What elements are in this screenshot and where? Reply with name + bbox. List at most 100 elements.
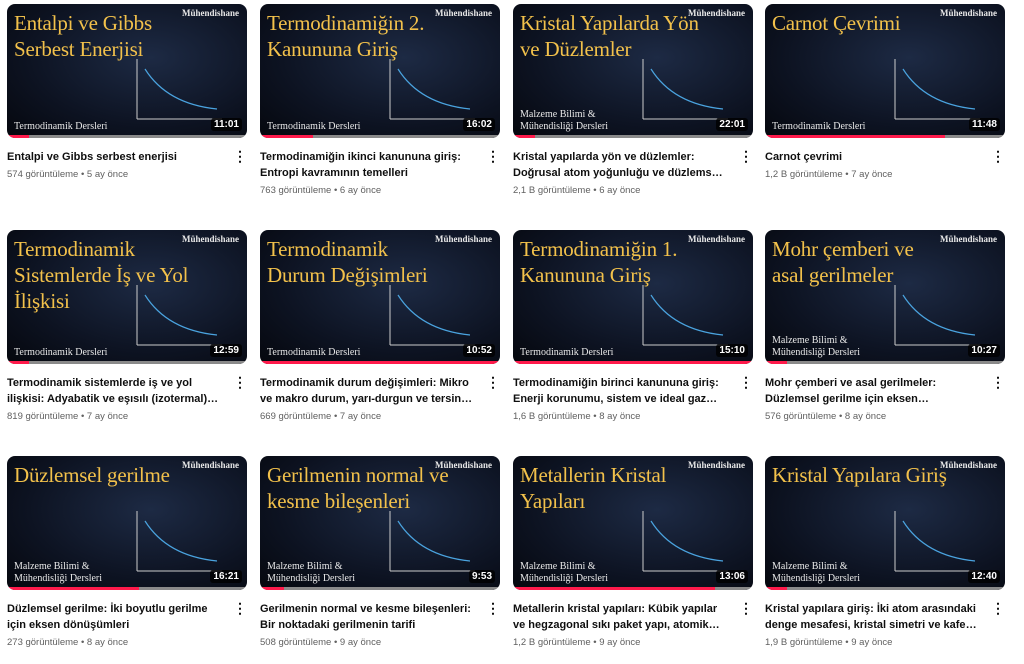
video-card[interactable]: Termodinamik Sistemlerde İş ve Yol İlişk… <box>7 230 247 424</box>
video-thumbnail[interactable]: Termodinamiğin 2. Kanununa Giriş Mühendi… <box>260 4 500 138</box>
series-label: Malzeme Bilimi & Mühendisliği Dersleri <box>520 561 609 584</box>
video-title[interactable]: Gerilmenin normal ve kesme bileşenleri: … <box>260 603 471 631</box>
thumbnail-title: Kristal Yapılarda Yön ve Düzlemler <box>520 11 699 61</box>
video-meta: 2,1 B görüntüleme • 6 ay önce <box>513 185 641 196</box>
more-options-icon[interactable]: ⋮ <box>486 374 500 390</box>
video-title[interactable]: Mohr çemberi ve asal gerilmeler: Düzlems… <box>765 377 937 405</box>
video-card[interactable]: Termodinamik Durum Değişimleri Mühendish… <box>260 230 500 424</box>
video-thumbnail[interactable]: Mohr çemberi ve asal gerilmeler Mühendis… <box>765 230 1005 364</box>
video-title[interactable]: Düzlemsel gerilme: İki boyutlu gerilme i… <box>7 603 208 631</box>
upload-age: 6 ay önce <box>339 185 382 196</box>
upload-age: 8 ay önce <box>86 637 129 648</box>
upload-age: 6 ay önce <box>599 185 641 196</box>
video-info: Gerilmenin normal ve kesme bileşenleri: … <box>260 590 500 650</box>
video-card[interactable]: Metallerin Kristal Yapıları Mühendishane… <box>513 456 753 650</box>
video-thumbnail[interactable]: Düzlemsel gerilme Mühendishane Malzeme B… <box>7 456 247 590</box>
video-card[interactable]: Kristal Yapılarda Yön ve Düzlemler Mühen… <box>513 4 753 198</box>
more-options-icon[interactable]: ⋮ <box>739 148 753 164</box>
series-label: Termodinamik Dersleri <box>267 347 361 358</box>
watch-progress-fill <box>513 361 753 364</box>
watch-progress-fill <box>765 587 787 590</box>
video-card[interactable]: Carnot Çevrimi Mühendishane Termodinamik… <box>765 4 1005 182</box>
diagram-illustration <box>894 59 980 120</box>
video-card[interactable]: Gerilmenin normal ve kesme bileşenleri M… <box>260 456 500 650</box>
view-count: 1,6 B görüntüleme <box>513 411 591 422</box>
diagram-illustration <box>642 511 728 572</box>
video-title[interactable]: Termodinamiğin birinci kanununa giriş: E… <box>513 377 719 405</box>
diagram-illustration <box>136 59 222 120</box>
more-options-icon[interactable]: ⋮ <box>486 148 500 164</box>
more-options-icon[interactable]: ⋮ <box>991 148 1005 164</box>
video-meta: 1,2 B görüntüleme • 9 ay önce <box>513 637 641 648</box>
video-thumbnail[interactable]: Kristal Yapılara Giriş Mühendishane Malz… <box>765 456 1005 590</box>
thumbnail-title: Carnot Çevrimi <box>772 11 901 35</box>
diagram-illustration <box>389 511 475 572</box>
video-info: Termodinamik sistemlerde iş ve yol ilişk… <box>7 364 247 424</box>
watch-progress-bar <box>765 587 1005 590</box>
diagram-illustration <box>136 285 222 346</box>
thumbnail-title: Düzlemsel gerilme <box>14 463 170 487</box>
series-label: Termodinamik Dersleri <box>267 121 361 132</box>
video-thumbnail[interactable]: Entalpi ve Gibbs Serbest Enerjisi Mühend… <box>7 4 247 138</box>
thumbnail-title: Kristal Yapılara Giriş <box>772 463 947 487</box>
diagram-illustration <box>642 59 728 120</box>
more-options-icon[interactable]: ⋮ <box>991 374 1005 390</box>
series-label: Malzeme Bilimi & Mühendisliği Dersleri <box>267 561 356 584</box>
video-card[interactable]: Mohr çemberi ve asal gerilmeler Mühendis… <box>765 230 1005 424</box>
diagram-illustration <box>894 285 980 346</box>
view-count: 574 görüntüleme <box>7 169 79 180</box>
channel-watermark: Mühendishane <box>939 8 997 18</box>
more-options-icon[interactable]: ⋮ <box>233 600 247 616</box>
watch-progress-bar <box>260 361 500 364</box>
video-thumbnail[interactable]: Kristal Yapılarda Yön ve Düzlemler Mühen… <box>513 4 753 138</box>
watch-progress-fill <box>7 361 29 364</box>
video-title[interactable]: Carnot çevrimi <box>765 151 843 163</box>
view-count: 763 görüntüleme <box>260 185 332 196</box>
video-title[interactable]: Kristal yapılarda yön ve düzlemler: Doğr… <box>513 151 721 179</box>
video-title[interactable]: Metallerin kristal yapıları: Kübik yapıl… <box>513 603 718 631</box>
video-title[interactable]: Termodinamik durum değişimleri: Mikro ve… <box>260 377 469 405</box>
video-thumbnail[interactable]: Termodinamik Durum Değişimleri Mühendish… <box>260 230 500 364</box>
video-card[interactable]: Termodinamiğin 2. Kanununa Giriş Mühendi… <box>260 4 500 198</box>
thumbnail-title: Termodinamiğin 1. Kanununa Giriş <box>520 237 678 287</box>
video-thumbnail[interactable]: Termodinamik Sistemlerde İş ve Yol İlişk… <box>7 230 247 364</box>
video-title[interactable]: Kristal yapılara giriş: İki atom arasınd… <box>765 603 976 631</box>
more-options-icon[interactable]: ⋮ <box>486 600 500 616</box>
more-options-icon[interactable]: ⋮ <box>991 600 1005 616</box>
channel-watermark: Mühendishane <box>434 234 492 244</box>
channel-watermark: Mühendishane <box>181 8 239 18</box>
thumbnail-title: Mohr çemberi ve asal gerilmeler <box>772 237 914 287</box>
video-info: Carnot çevrimi 1,2 B görüntüleme • 7 ay … <box>765 138 1005 182</box>
watch-progress-bar <box>260 135 500 138</box>
view-count: 1,9 B görüntüleme <box>765 637 843 648</box>
video-thumbnail[interactable]: Metallerin Kristal Yapıları Mühendishane… <box>513 456 753 590</box>
video-title[interactable]: Termodinamiğin ikinci kanununa giriş: En… <box>260 151 461 179</box>
video-meta: 576 görüntüleme • 8 ay önce <box>765 411 887 422</box>
channel-watermark: Mühendishane <box>181 460 239 470</box>
series-label: Malzeme Bilimi & Mühendisliği Dersleri <box>520 109 609 132</box>
more-options-icon[interactable]: ⋮ <box>739 374 753 390</box>
more-options-icon[interactable]: ⋮ <box>739 600 753 616</box>
video-thumbnail[interactable]: Carnot Çevrimi Mühendishane Termodinamik… <box>765 4 1005 138</box>
duration-badge: 10:52 <box>463 344 495 357</box>
duration-badge: 10:27 <box>968 344 1000 357</box>
duration-badge: 16:02 <box>463 118 495 131</box>
thumbnail-title: Metallerin Kristal Yapıları <box>520 463 667 513</box>
series-label: Malzeme Bilimi & Mühendisliği Dersleri <box>772 561 861 584</box>
watch-progress-bar <box>7 361 247 364</box>
video-title[interactable]: Entalpi ve Gibbs serbest enerjisi <box>7 151 177 163</box>
video-info: Entalpi ve Gibbs serbest enerjisi 574 gö… <box>7 138 247 182</box>
more-options-icon[interactable]: ⋮ <box>233 374 247 390</box>
video-thumbnail[interactable]: Gerilmenin normal ve kesme bileşenleri M… <box>260 456 500 590</box>
video-thumbnail[interactable]: Termodinamiğin 1. Kanununa Giriş Mühendi… <box>513 230 753 364</box>
more-options-icon[interactable]: ⋮ <box>233 148 247 164</box>
video-card[interactable]: Düzlemsel gerilme Mühendishane Malzeme B… <box>7 456 247 650</box>
video-title[interactable]: Termodinamik sistemlerde iş ve yol ilişk… <box>7 377 208 405</box>
video-meta: 819 görüntüleme • 7 ay önce <box>7 411 129 422</box>
video-card[interactable]: Termodinamiğin 1. Kanununa Giriş Mühendi… <box>513 230 753 424</box>
thumbnail-title: Termodinamik Durum Değişimleri <box>267 237 428 287</box>
view-count: 2,1 B görüntüleme <box>513 185 591 196</box>
video-card[interactable]: Entalpi ve Gibbs Serbest Enerjisi Mühend… <box>7 4 247 182</box>
video-card[interactable]: Kristal Yapılara Giriş Mühendishane Malz… <box>765 456 1005 650</box>
channel-watermark: Mühendishane <box>434 460 492 470</box>
